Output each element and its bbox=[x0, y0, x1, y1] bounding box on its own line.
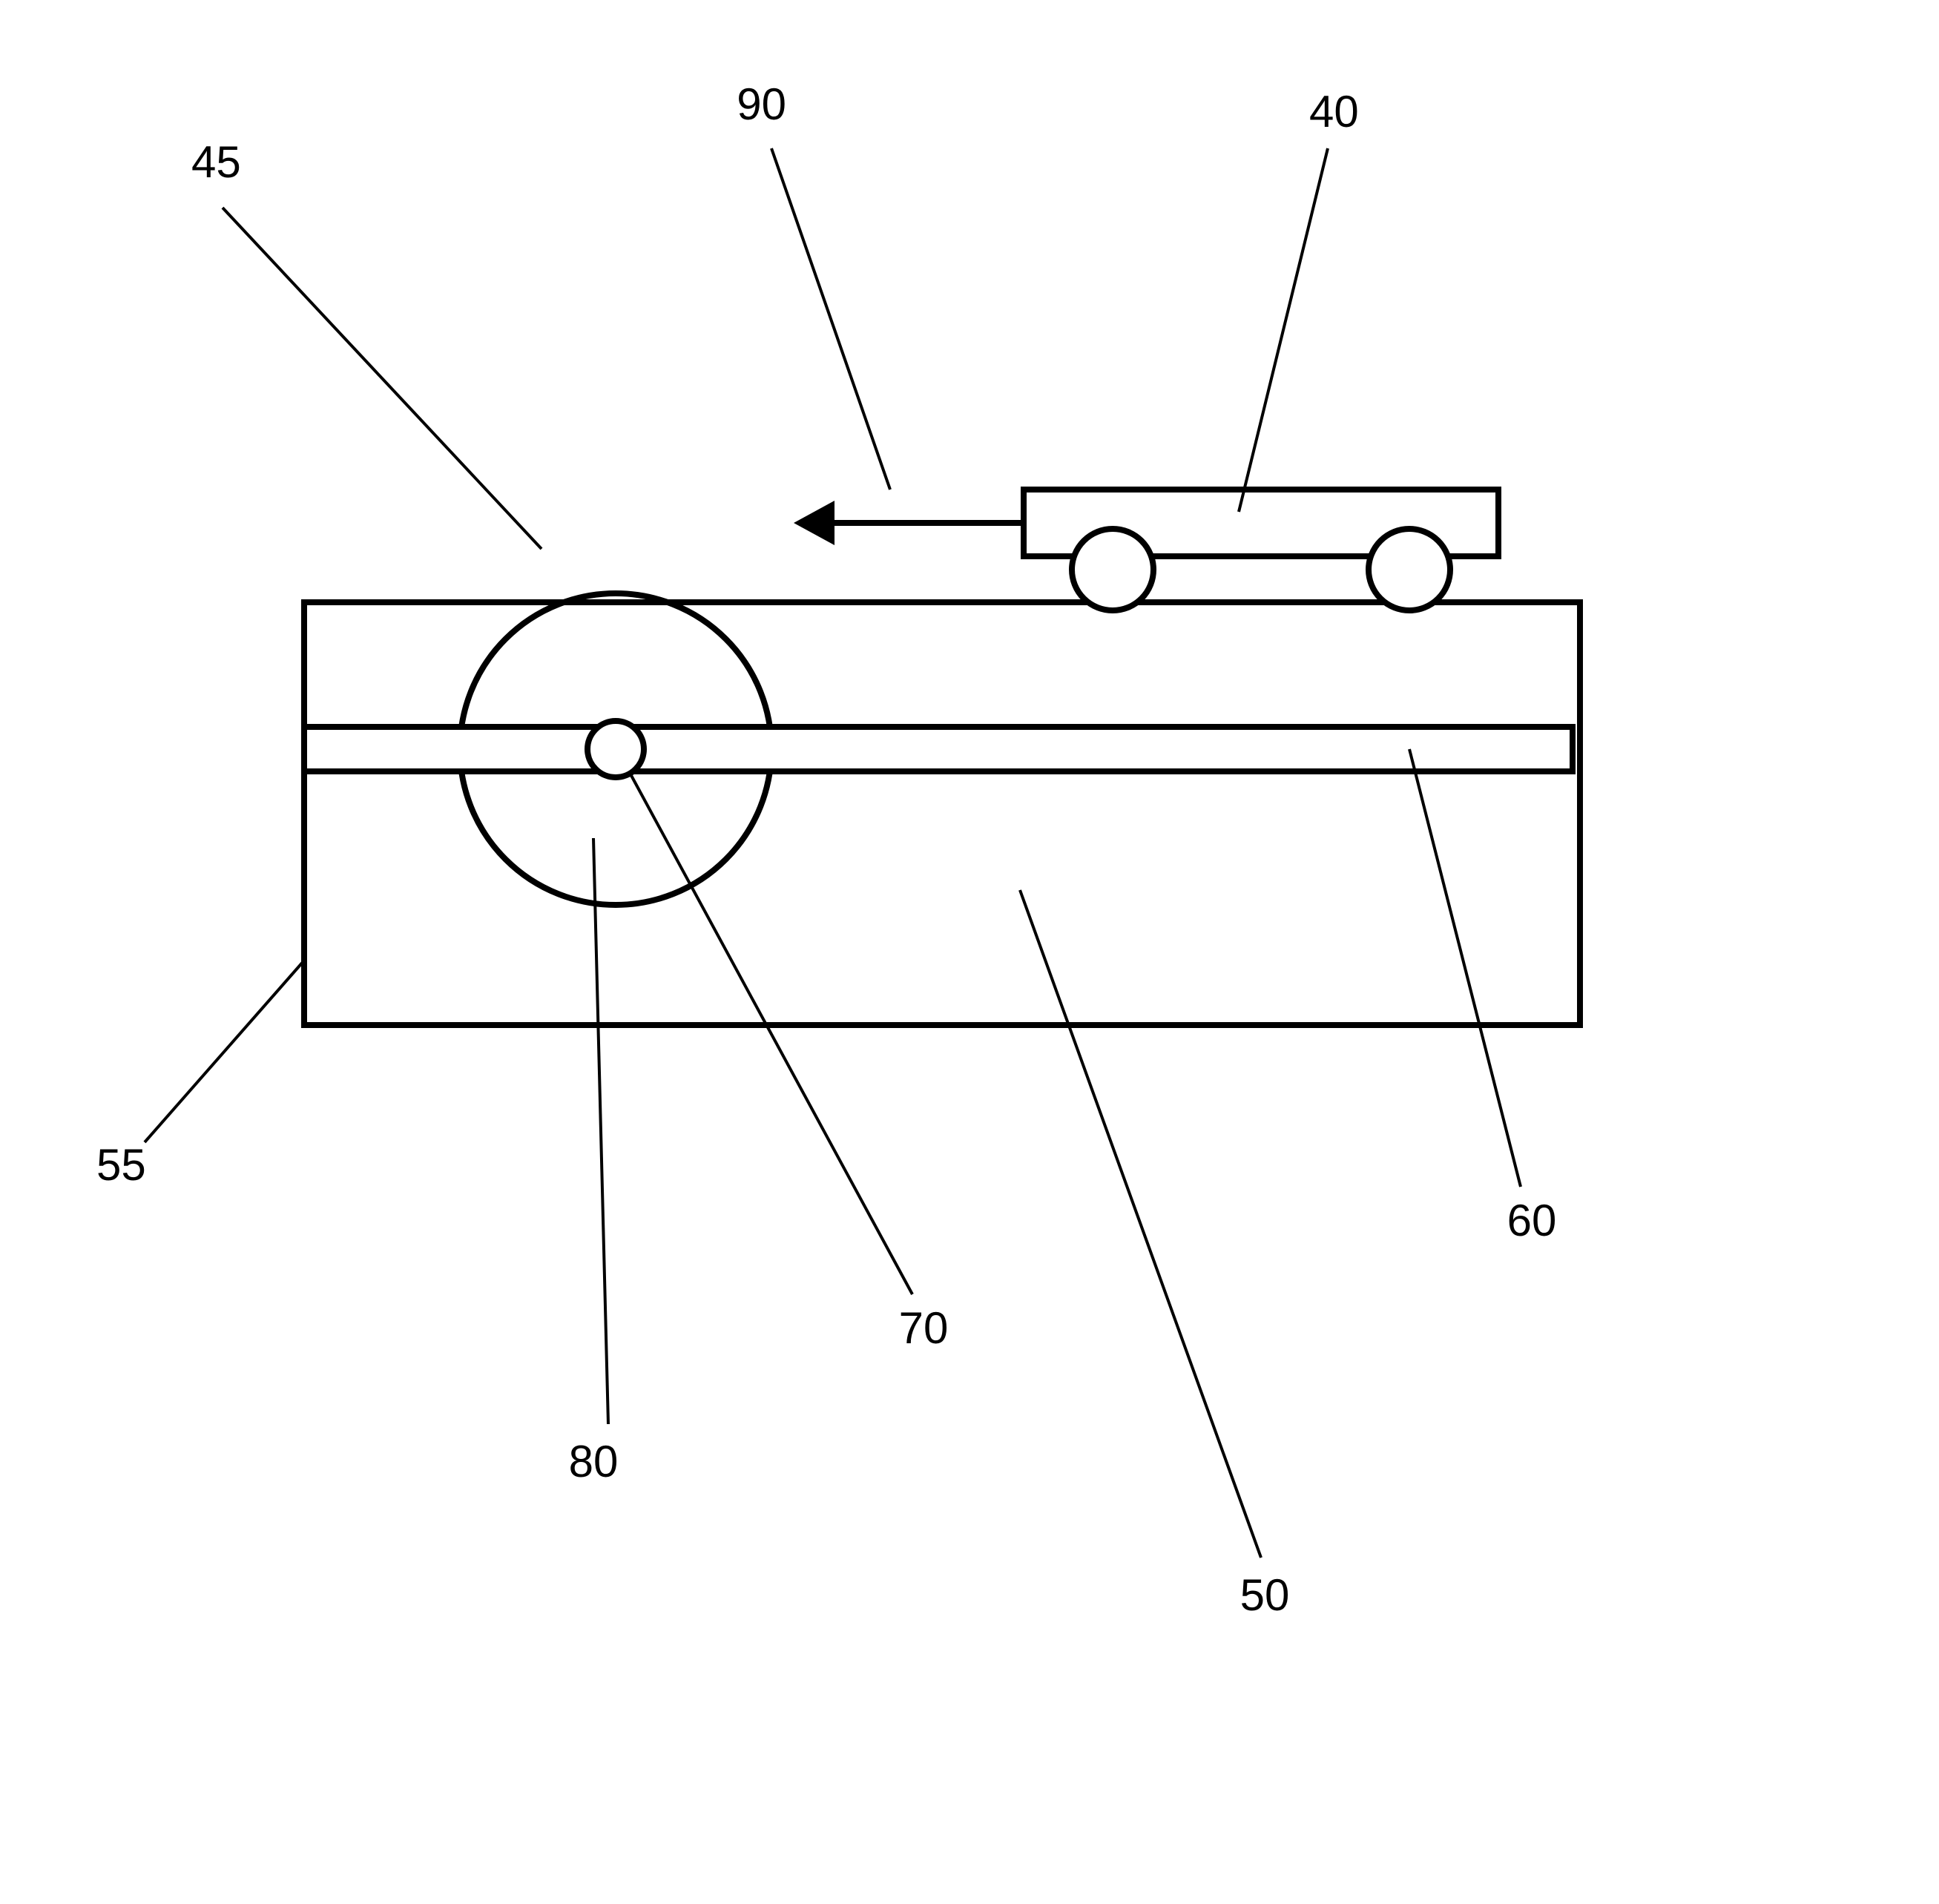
canvas-bg bbox=[0, 0, 1939, 1904]
axle-pin bbox=[587, 721, 644, 777]
reference-label-45: 45 bbox=[191, 137, 241, 187]
diagram-container: 45 90 40 55 80 70 50 60 bbox=[0, 0, 1939, 1904]
reference-label-55: 55 bbox=[96, 1140, 146, 1190]
guide-slot bbox=[304, 727, 1573, 771]
reference-label-60: 60 bbox=[1507, 1196, 1557, 1245]
vehicle-wheel-rear bbox=[1369, 529, 1450, 610]
reference-label-80: 80 bbox=[569, 1437, 619, 1486]
reference-label-90: 90 bbox=[737, 79, 786, 129]
reference-label-70: 70 bbox=[899, 1303, 949, 1353]
technical-diagram: 45 90 40 55 80 70 50 60 bbox=[0, 0, 1939, 1904]
reference-label-50: 50 bbox=[1240, 1570, 1290, 1620]
vehicle-wheel-front bbox=[1072, 529, 1153, 610]
reference-label-40: 40 bbox=[1309, 87, 1359, 136]
